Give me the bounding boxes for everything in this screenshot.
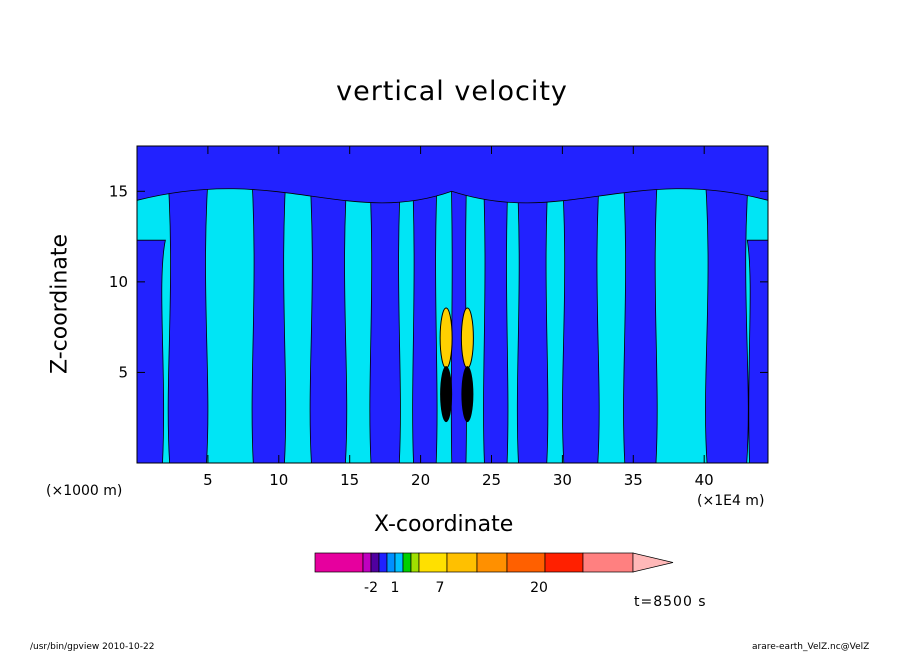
negative-streak <box>410 146 439 463</box>
axis-ticks: 5 10 15 20 25 30 35 40 5 10 15 <box>109 146 768 489</box>
downdraft-cell <box>461 366 474 423</box>
negative-streak <box>621 146 660 463</box>
x-unit-note: (×1000 m) <box>46 483 123 499</box>
y-tick-label: 5 <box>118 363 128 381</box>
y-axis-label: Z-coordinate <box>47 234 73 374</box>
colorbar-swatch <box>370 552 380 573</box>
colorbar-swatch <box>410 552 420 573</box>
colorbar-swatch <box>394 552 404 573</box>
downdraft-cell <box>440 366 453 423</box>
x-tick-label: 10 <box>269 471 288 489</box>
colorbar-arrow <box>632 552 674 573</box>
x-tick-label: 5 <box>203 471 213 489</box>
x-tick-label: 25 <box>482 471 501 489</box>
colorbar-label: 1 <box>391 580 400 596</box>
colorbar: -2 1 7 20 <box>314 552 674 596</box>
colorbar-swatch <box>386 552 396 573</box>
negative-streak <box>515 146 551 463</box>
x-tick-label: 35 <box>624 471 643 489</box>
x-axis-label: X-coordinate <box>374 512 514 537</box>
chart-title: vertical velocity <box>336 76 568 107</box>
colorbar-swatch <box>476 552 508 573</box>
colorbar-swatch <box>378 552 388 573</box>
x-tick-label: 20 <box>411 471 430 489</box>
negative-streak <box>702 146 752 463</box>
colorbar-swatch <box>314 552 364 573</box>
y-tick-label: 10 <box>109 273 128 291</box>
updraft-cell <box>460 307 474 369</box>
negative-streak <box>137 239 166 463</box>
colorbar-swatch <box>544 552 584 573</box>
colorbar-swatch <box>362 552 372 573</box>
footer-left: /usr/bin/gpview 2010-10-22 <box>30 642 155 652</box>
negative-streak <box>746 239 768 463</box>
upper-negative-band <box>137 146 768 204</box>
x-tick-label: 30 <box>553 471 572 489</box>
footer-right: arare-earth_VelZ.nc@VelZ <box>752 642 870 652</box>
colorbar-swatch <box>446 552 478 573</box>
negative-streak <box>481 146 510 463</box>
colorbar-swatch <box>582 552 634 573</box>
time-annotation: t=8500 s <box>634 594 707 610</box>
x-tick-label: 40 <box>695 471 714 489</box>
colorbar-label: 20 <box>530 580 548 596</box>
x-tick-label: 15 <box>340 471 359 489</box>
colorbar-swatch <box>418 552 448 573</box>
plot-area <box>137 146 768 463</box>
colorbar-swatch <box>402 552 412 573</box>
x-scale-note: (×1E4 m) <box>697 493 765 509</box>
colorbar-swatch <box>506 552 546 573</box>
updraft-cell <box>439 307 453 369</box>
colorbar-label: 7 <box>436 580 445 596</box>
y-tick-label: 15 <box>109 182 128 200</box>
negative-streak <box>307 146 350 463</box>
negative-streak <box>165 146 211 463</box>
negative-streak <box>367 146 403 463</box>
negative-streak <box>560 146 602 463</box>
plot-frame <box>136 145 769 464</box>
colorbar-label: -2 <box>364 580 378 596</box>
negative-streak <box>249 146 288 463</box>
